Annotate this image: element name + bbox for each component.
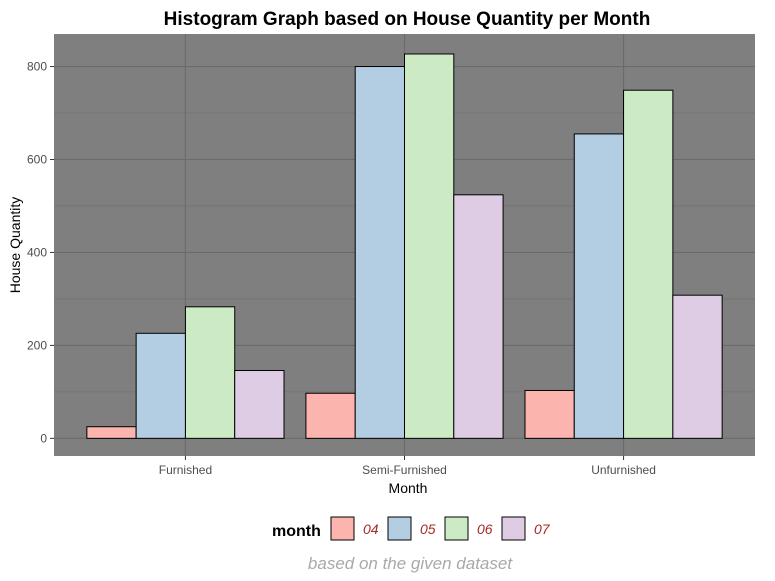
- legend-label-05: 05: [420, 521, 436, 537]
- chart-caption: based on the given dataset: [308, 554, 513, 573]
- bar-furnished-05: [135, 332, 186, 439]
- y-tick-label: 400: [27, 245, 47, 259]
- legend-key-04: [330, 516, 355, 541]
- y-axis-title: House Quantity: [7, 197, 23, 294]
- x-axis: Furnished Semi-Furnished Unfurnished: [159, 456, 656, 477]
- bar-semi-furnished-04: [305, 392, 356, 439]
- legend-key-05: [387, 516, 412, 541]
- bar-unfurnished-04: [524, 389, 575, 439]
- legend-label-06: 06: [477, 521, 493, 537]
- legend: month 04 05 06 07: [272, 516, 551, 541]
- y-tick-label: 600: [27, 152, 47, 166]
- legend-label-04: 04: [363, 521, 379, 537]
- legend-label-07: 07: [534, 521, 551, 537]
- bar-semi-furnished-05: [354, 66, 405, 439]
- bar-unfurnished-07: [672, 294, 723, 439]
- bar-semi-furnished-06: [404, 53, 455, 439]
- bar-unfurnished-05: [573, 133, 625, 439]
- y-axis: 0 200 400 600 800: [27, 60, 54, 445]
- y-tick-label: 0: [40, 431, 47, 445]
- bar-furnished-07: [234, 369, 285, 439]
- x-axis-title: Month: [389, 480, 428, 496]
- bar-furnished-06: [184, 306, 236, 439]
- chart-title: Histogram Graph based on House Quantity …: [164, 9, 651, 30]
- x-tick-label: Semi-Furnished: [362, 463, 447, 477]
- bars: [86, 53, 723, 439]
- y-tick-label: 800: [27, 60, 47, 74]
- y-tick-label: 200: [27, 338, 47, 352]
- bar-unfurnished-06: [623, 89, 674, 439]
- x-tick-label: Furnished: [159, 463, 212, 477]
- x-tick-label: Unfurnished: [591, 463, 656, 477]
- bar-semi-furnished-07: [453, 194, 504, 439]
- legend-key-07: [501, 516, 526, 541]
- legend-key-06: [444, 516, 469, 541]
- legend-title: month: [272, 523, 321, 540]
- bar-furnished-04: [86, 426, 137, 439]
